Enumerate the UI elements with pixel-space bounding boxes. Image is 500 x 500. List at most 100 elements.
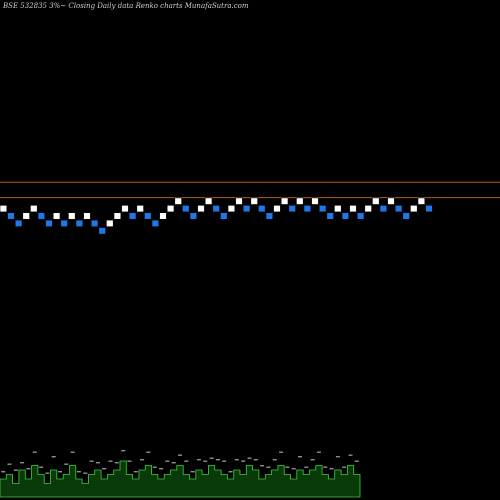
renko-brick-down (258, 205, 266, 213)
volume-label-mark (190, 471, 195, 473)
volume-label-mark (45, 472, 50, 474)
renko-brick-down (394, 205, 403, 213)
volume-label-mark (291, 468, 296, 470)
volume-label-mark (241, 460, 246, 462)
renko-brick-up (227, 205, 236, 213)
volume-label-mark (32, 451, 37, 453)
volume-label-mark (178, 454, 182, 456)
volume-label-mark (272, 459, 277, 461)
renko-brick-down (242, 205, 251, 213)
renko-brick-down (128, 212, 137, 220)
volume-label-mark (83, 472, 88, 474)
volume-label-mark (171, 462, 176, 464)
volume-label-mark (298, 456, 302, 458)
renko-brick-up (121, 205, 129, 213)
renko-brick-down (265, 212, 274, 220)
renko-brick-up (387, 197, 395, 205)
renko-brick-down (212, 205, 220, 213)
renko-brick-down (288, 205, 296, 213)
renko-brick-down (425, 205, 433, 213)
volume-label-mark (222, 460, 227, 462)
volume-label-mark (234, 459, 239, 461)
renko-brick-up (30, 205, 38, 213)
volume-label-mark (279, 451, 284, 453)
volume-label-mark (184, 460, 189, 462)
volume-label-mark (354, 460, 359, 462)
renko-brick-down (341, 212, 350, 220)
volume-label-mark (285, 466, 290, 468)
renko-brick-up (349, 205, 357, 213)
volume-label-mark (215, 459, 220, 461)
renko-brick-up (68, 212, 76, 220)
renko-brick-up (106, 219, 114, 228)
renko-brick-down (303, 205, 312, 213)
volume-label-mark (64, 463, 69, 465)
volume-label-mark (146, 451, 151, 453)
volume-label-mark (247, 457, 252, 459)
volume-label-mark (51, 456, 56, 458)
volume-label-mark (329, 468, 334, 470)
volume-label-mark (70, 451, 75, 453)
renko-brick-up (159, 212, 167, 220)
volume-label-mark (1, 471, 6, 473)
renko-brick-down (326, 212, 334, 220)
renko-brick-down (220, 212, 228, 220)
volume-label-mark (140, 459, 145, 461)
volume-label-mark (121, 450, 126, 452)
volume-label-mark (114, 462, 119, 464)
renko-brick-up (204, 197, 213, 205)
renko-brick-up (311, 197, 319, 205)
renko-brick-up (22, 212, 30, 220)
volume-label-mark (89, 460, 94, 462)
renko-brick-down (182, 205, 190, 213)
renko-brick-down (379, 205, 388, 213)
volume-label-mark (127, 460, 132, 462)
renko-brick-up (136, 205, 144, 213)
volume-label-mark (228, 471, 233, 473)
renko-brick-down (14, 219, 23, 228)
renko-brick-down (75, 219, 84, 228)
renko-brick-down (402, 212, 410, 220)
renko-brick-down (151, 219, 160, 228)
volume-label-mark (26, 468, 31, 470)
volume-label-mark (348, 454, 353, 456)
volume-label-mark (58, 471, 62, 473)
volume-label-mark (165, 460, 170, 462)
renko-brick-up (364, 205, 372, 213)
renko-brick-up (372, 197, 380, 205)
renko-brick-up (273, 205, 281, 213)
renko-brick-down (7, 212, 15, 220)
volume-label-mark (102, 468, 107, 470)
volume-label-mark (108, 460, 113, 462)
chart-title: BSE 532835 3%~ Closing Daily data Renko … (3, 2, 249, 10)
volume-label-mark (20, 462, 25, 464)
volume-label-mark (304, 466, 309, 468)
volume-label-mark (266, 466, 271, 468)
renko-brick-down (90, 219, 99, 228)
volume-area (0, 460, 361, 498)
renko-brick-down (144, 212, 152, 220)
renko-brick-up (174, 197, 182, 205)
volume-label-mark (335, 456, 340, 458)
renko-brick-up (334, 205, 342, 213)
renko-brick-up (113, 212, 122, 220)
renko-brick-down (37, 212, 46, 220)
renko-brick-up (280, 197, 289, 205)
renko-brick-up (166, 205, 175, 213)
volume-label-mark (323, 466, 328, 468)
volume-label-mark (260, 465, 265, 467)
volume-label-mark (342, 466, 347, 468)
renko-brick-up (197, 205, 205, 213)
volume-label-mark (159, 468, 164, 470)
renko-brick-down (318, 205, 327, 213)
volume-label-mark (76, 471, 81, 473)
renko-brick-up (83, 212, 91, 220)
volume-label-mark (152, 466, 157, 468)
volume-label-mark (209, 457, 214, 459)
renko-brick-up (52, 212, 61, 220)
renko-brick-up (417, 197, 426, 205)
renko-brick-up (250, 197, 258, 205)
renko-brick-down (356, 212, 365, 220)
renko-brick-down (60, 219, 68, 228)
